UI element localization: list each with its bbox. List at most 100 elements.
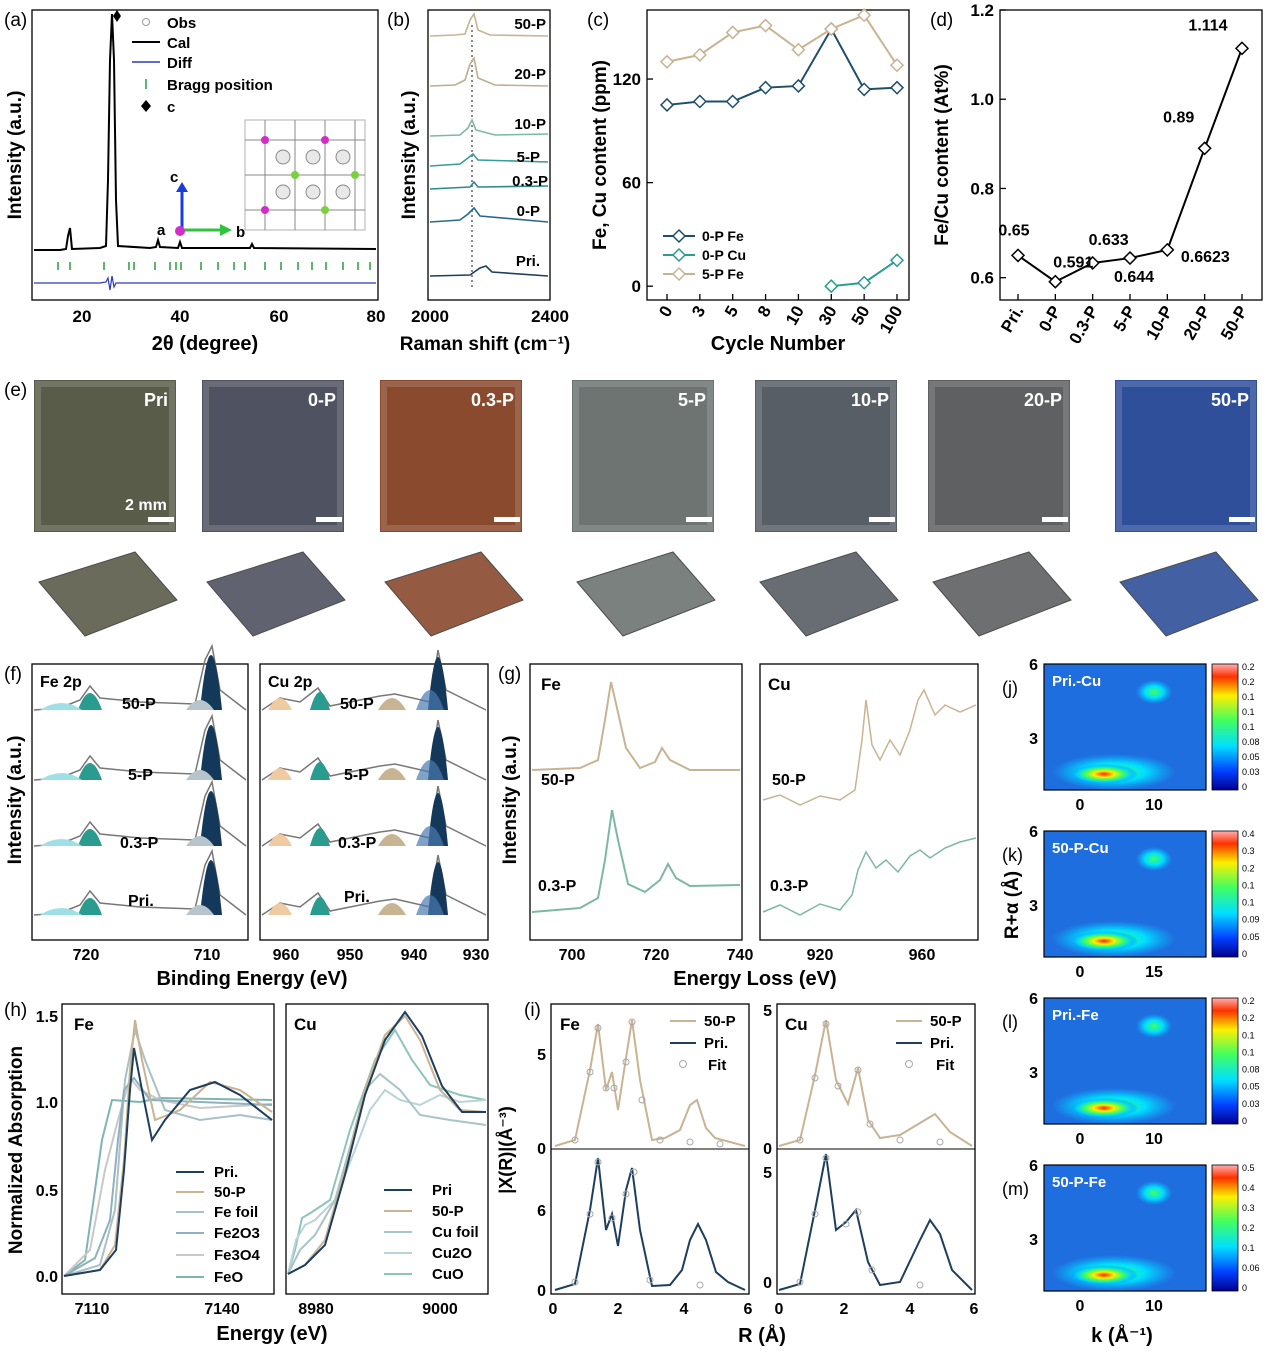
data-point [857, 8, 872, 23]
wavelet-frame [1043, 1164, 1207, 1292]
colorbar-tick: 0.2 [1242, 996, 1255, 1006]
xrd-legend: Obs Cal Diff Bragg position c [132, 15, 273, 116]
xps-envelope [261, 854, 487, 916]
xtick: 6 [744, 1301, 753, 1318]
colorbar-tick: 0.08 [1242, 737, 1260, 747]
xps-peak [40, 908, 82, 915]
series-line [1017, 48, 1243, 283]
surface-3d-view [932, 551, 1072, 637]
photo-label: 0-P [308, 390, 336, 410]
panel-b-ylabel: Intensity (a.u.) [399, 91, 420, 220]
panel-i-ylabel: |X(R)|(Å⁻³) [496, 1106, 516, 1194]
colorbar-tick: 0.2 [1242, 863, 1255, 873]
xtick: 20 [73, 307, 92, 326]
legend-feo: FeO [214, 1269, 244, 1286]
photo-label: Pri [144, 390, 168, 410]
ytick-label: 0.6 [970, 269, 994, 288]
wavelet-letter: (m) [1002, 1179, 1029, 1199]
xtick-label: 8 [754, 303, 775, 321]
data-point [725, 94, 740, 109]
surface-3d-view [1119, 551, 1259, 637]
xps-peak [78, 898, 102, 915]
xtick: 2000 [411, 307, 449, 326]
wavelet-hotspot [1070, 1265, 1138, 1285]
colorbar-tick: 0.3 [1242, 846, 1255, 856]
data-label: 0.89 [1163, 109, 1194, 126]
data-point [824, 21, 839, 37]
panel-b-letter: (b) [387, 10, 410, 31]
xanes-cu-curves [287, 1010, 487, 1275]
xps-peak [186, 700, 214, 710]
ytick: 5 [537, 1047, 546, 1064]
panel-h-cu-frame [285, 1003, 489, 1295]
data-point [725, 25, 740, 40]
panel-c-yticks: 0 60 120 [613, 70, 653, 296]
colorbar-tick: 0.2 [1242, 1013, 1255, 1023]
photo-tile [34, 380, 176, 532]
ytick-label: 0 [632, 277, 641, 296]
xtick-label: 10 [782, 303, 808, 329]
xps-peak [416, 826, 444, 846]
panel-g-ylabel: Intensity (a.u.) [500, 736, 521, 865]
scale-bar-label: 2 mm [125, 497, 167, 514]
data-point [889, 58, 905, 73]
panel-e-letter: (e) [4, 380, 27, 401]
exafs-fe-title: Fe [560, 1015, 580, 1034]
xtick-label: 50 [848, 303, 874, 329]
photo-tile-texture [929, 381, 1069, 531]
xps-label: 0.3-P [338, 835, 377, 852]
xtick-label: 20-P [1180, 303, 1214, 344]
colorbar-tick: 0 [1242, 1116, 1247, 1126]
legend-fe3o4: Fe3O4 [214, 1247, 261, 1264]
colorbar-tick: 0.03 [1242, 1099, 1260, 1109]
data-point [857, 275, 872, 290]
data-label: 0.6623 [1181, 249, 1230, 266]
ytick-label: 60 [622, 174, 641, 193]
xps-peak [186, 770, 214, 780]
xps-label: Pri. [344, 889, 370, 906]
data-label: 0.633 [1089, 232, 1129, 249]
xps-peak [268, 698, 292, 710]
panel-d-marks: 0.65 0.591 0.633 0.644 0.6623 0.89 1.114 [998, 17, 1250, 289]
wavelet-title: Pri.-Fe [1052, 1007, 1099, 1024]
eels-label: 50-P [772, 772, 806, 789]
xps-peak [78, 763, 102, 780]
xtick: 940 [401, 947, 428, 964]
panel-h-xlabel: Energy (eV) [216, 1323, 327, 1345]
legend-0p-fe: 0-P Fe [702, 228, 744, 244]
ytick: 3 [1029, 731, 1038, 748]
panel-f: (f) Fe 2p Cu 2p 50-P 5-P 0.3-P Pri. 50-P… [4, 643, 489, 990]
wavelet-lobe [1136, 1181, 1172, 1205]
data-point [692, 94, 707, 109]
scale-bar [316, 517, 342, 522]
exafs-legend-fe: 50-P Pri. Fit [670, 1013, 736, 1074]
colorbar [1211, 663, 1239, 791]
photo-label: 20-P [1024, 390, 1062, 410]
ytick: 0 [537, 1283, 546, 1300]
xps-envelope [261, 719, 487, 781]
xtick: 720 [73, 947, 100, 964]
legend-fe-foil: Fe foil [214, 1204, 258, 1221]
data-point [758, 18, 773, 33]
wavelet-title: 50-P-Fe [1052, 1174, 1106, 1191]
eels-fe-title: Fe [541, 675, 561, 694]
xps-label: 5-P [344, 767, 369, 784]
raman-label: 20-P [514, 66, 546, 83]
wavelet-frame [1043, 997, 1207, 1125]
raman-label: Pri. [516, 253, 540, 270]
colorbar [1211, 830, 1239, 958]
panel-a-frame [31, 9, 379, 301]
photo-tile [1115, 380, 1257, 532]
xtick: 0 [1076, 1131, 1085, 1148]
scale-bar [494, 517, 520, 522]
scale-bar [1042, 517, 1068, 522]
xtick: 80 [367, 307, 386, 326]
xtick: 740 [727, 947, 754, 964]
panel-c-xlabel: Cycle Number [711, 333, 846, 355]
wavelet-lobe [1136, 680, 1172, 704]
colorbar-tick: 0.1 [1242, 880, 1255, 890]
xps-peak [378, 834, 406, 846]
xtick: 0 [1076, 1298, 1085, 1315]
photo-tile [380, 380, 522, 532]
ytick: 0 [763, 1141, 772, 1158]
